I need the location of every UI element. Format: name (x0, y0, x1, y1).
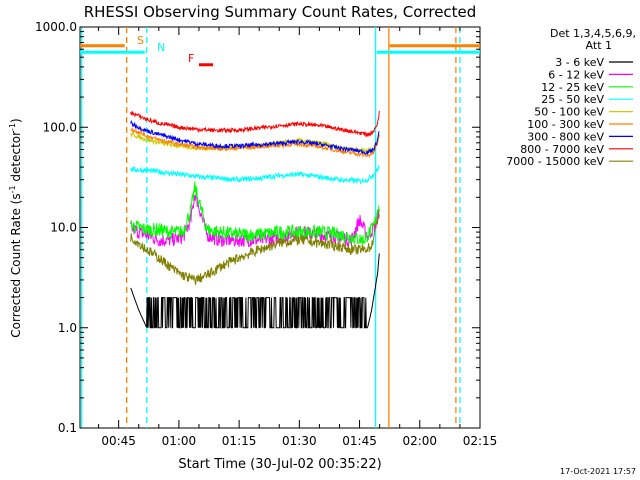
y-tick-label-2: 10.0 (50, 221, 77, 235)
legend-header-1: Det 1,3,4,5,6,9, (550, 27, 636, 40)
legend-label-6-12-kev: 6 - 12 keV (548, 68, 604, 81)
legend-label-100-300-kev: 100 - 300 keV (527, 118, 604, 131)
legend-label-50-100-kev: 50 - 100 keV (534, 106, 604, 119)
y-tick-label-0: 1000.0 (35, 20, 77, 34)
series-lines (130, 110, 380, 329)
x-tick-label-4: 01:45 (342, 434, 377, 448)
x-tick-label-1: 01:00 (162, 434, 197, 448)
chart-title: RHESSI Observing Summary Count Rates, Co… (84, 3, 477, 21)
series-300-800-kev (130, 119, 380, 155)
x-tick-label-2: 01:15 (222, 434, 257, 448)
timestamp: 17-Oct-2021 17:57 (560, 467, 636, 476)
annotation-f: F (188, 52, 194, 65)
y-axis-label: Corrected Count Rate (s-1 detector-1) (8, 118, 23, 337)
x-tick-label-3: 01:30 (282, 434, 317, 448)
y-label-sup-2: -1 (8, 123, 17, 131)
legend-label-3-6-kev: 3 - 6 keV (555, 56, 604, 69)
series-6-12-kev (130, 192, 380, 248)
y-label-sup-1: -1 (8, 185, 17, 193)
series-3-6-kev (130, 253, 380, 329)
series-7000-15000-kev (130, 209, 380, 286)
y-tick-label-3: 1.0 (58, 321, 77, 335)
y-tick-label-1: 100.0 (43, 120, 77, 134)
legend-label-300-800-kev: 300 - 800 keV (527, 130, 604, 143)
legend-header-2: Att 1 (586, 39, 612, 52)
legend-label-25-50-kev: 25 - 50 keV (541, 93, 604, 106)
axes: 1000.0 100.0 10.0 1.0 0.1 00:45 01:00 01:15 01:3… (35, 20, 497, 448)
legend-label-800-7000-kev: 800 - 7000 keV (520, 143, 604, 156)
x-axis-label: Start Time (30-Jul-02 00:35:22) (178, 457, 381, 472)
annotation-s: S (137, 34, 144, 47)
legend-label-7000-15000-kev: 7000 - 15000 keV (506, 155, 604, 168)
y-label-mid: detector (9, 131, 23, 186)
x-tick-label-5: 02:00 (402, 434, 437, 448)
series-12-25-kev (130, 181, 380, 246)
series-25-50-kev (130, 164, 380, 185)
y-label-end: ) (9, 118, 23, 123)
series-100-300-kev (130, 126, 380, 159)
x-tick-label-0: 00:45 (101, 434, 136, 448)
series-800-7000-kev (130, 110, 380, 138)
vertical-markers (81, 27, 461, 428)
y-label-main: Corrected Count Rate (s (9, 193, 23, 337)
legend-label-12-25-kev: 12 - 25 keV (541, 81, 604, 94)
annotation-n: N (157, 41, 165, 54)
attenuator-bars (80, 44, 480, 67)
y-tick-label-4: 0.1 (58, 421, 77, 435)
x-tick-label-6: 02:15 (463, 434, 498, 448)
